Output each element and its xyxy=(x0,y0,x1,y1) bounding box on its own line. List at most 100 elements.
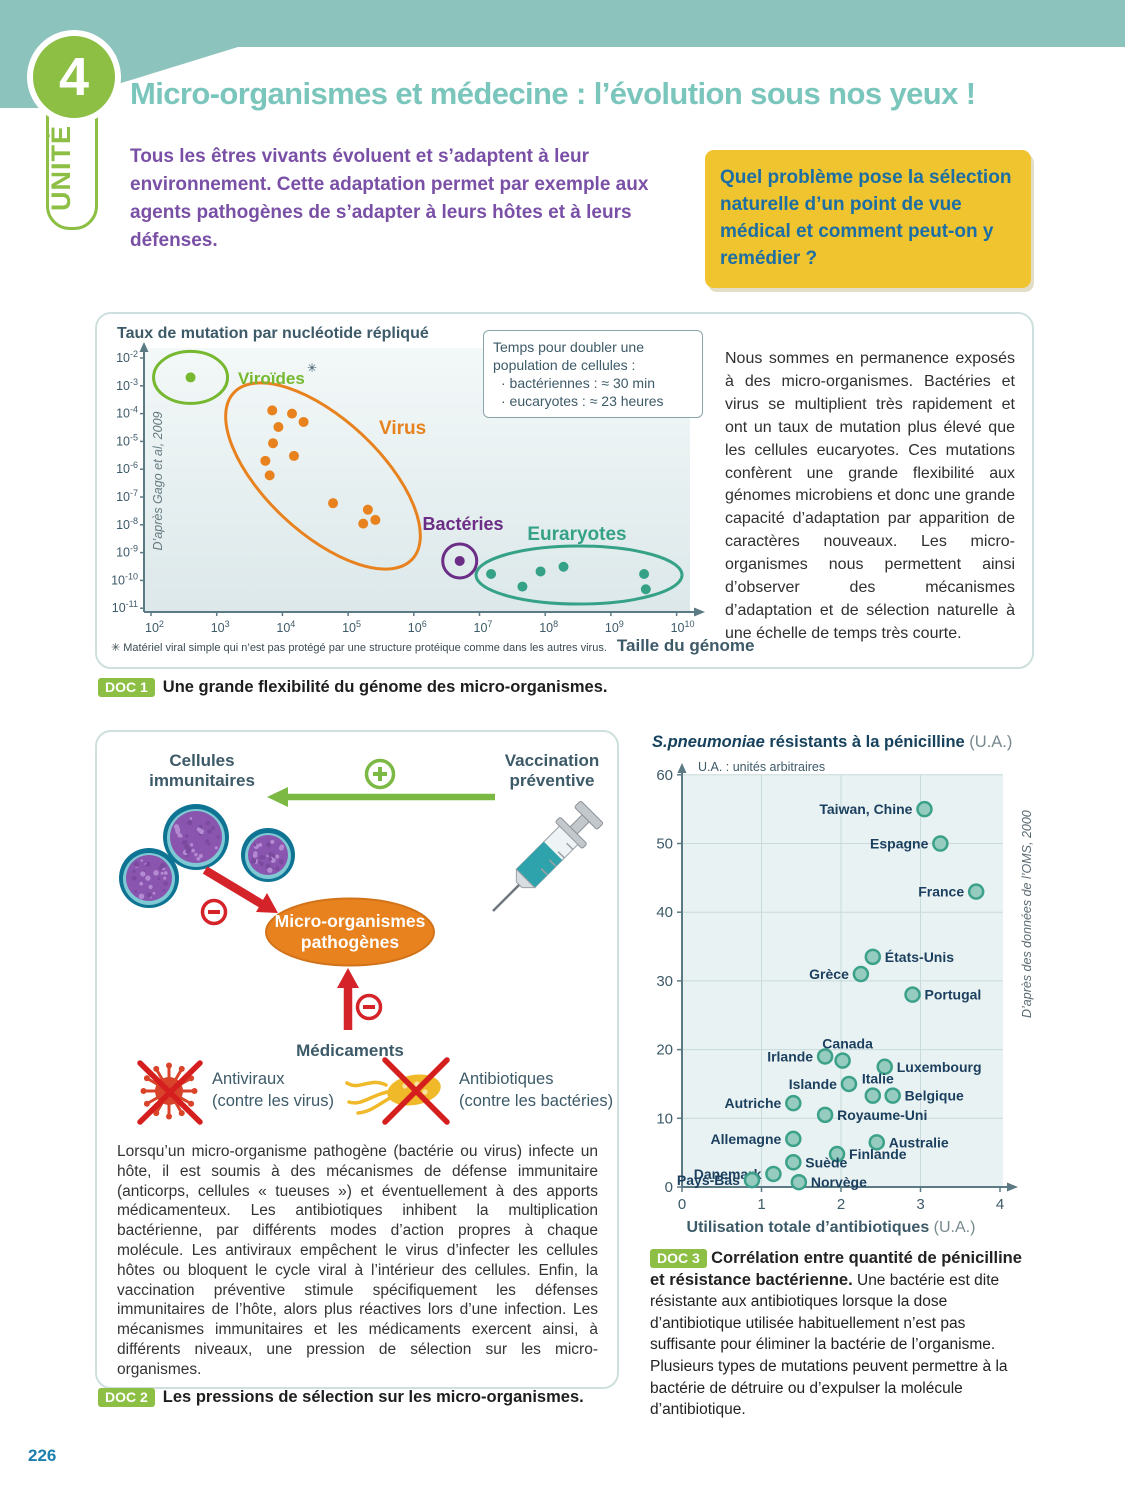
page-number: 226 xyxy=(28,1446,57,1465)
svg-text:immunitaires: immunitaires xyxy=(149,771,255,790)
svg-text:10-3: 10-3 xyxy=(116,377,138,393)
svg-text:Portugal: Portugal xyxy=(925,987,982,1003)
svg-text:Islande: Islande xyxy=(789,1076,837,1092)
doc1-chart-svg: Taux de mutation par nucléotide répliqué… xyxy=(111,325,705,635)
svg-text:60: 60 xyxy=(656,767,673,784)
doc3-source: D’après des données de l’OMS, 2000 xyxy=(1020,810,1034,1018)
svg-text:Antibiotiques: Antibiotiques xyxy=(459,1070,553,1088)
svg-text:20: 20 xyxy=(656,1042,673,1059)
svg-text:10-4: 10-4 xyxy=(116,405,138,421)
doc3-x-axis-label: Utilisation totale d’antibiotiques (U.A.… xyxy=(646,1219,1016,1237)
svg-text:10-6: 10-6 xyxy=(116,460,138,476)
doc1-footnote: ✳ Matériel viral simple qui n’est pas pr… xyxy=(111,642,607,654)
doc1-panel: Taux de mutation par nucléotide répliqué… xyxy=(95,312,1034,669)
doc1-x-axis-label: Taille du génome xyxy=(616,636,755,655)
svg-text:106: 106 xyxy=(408,619,427,635)
intro-text: Tous les êtres vivants évoluent et s’ada… xyxy=(130,146,649,251)
doc2-badge: DOC 2 xyxy=(98,1388,155,1407)
svg-text:(contre les bactéries): (contre les bactéries) xyxy=(459,1092,613,1110)
doc3-caption: DOC 3 Corrélation entre quantité de péni… xyxy=(650,1248,1028,1421)
svg-text:107: 107 xyxy=(474,619,493,635)
question-box: Quel problème pose la sélection naturell… xyxy=(705,150,1031,288)
svg-text:10-5: 10-5 xyxy=(116,432,138,448)
page-title: Micro-organismes et médecine : l’évoluti… xyxy=(130,76,976,111)
doc2-caption-text: Les pressions de sélection sur les micro… xyxy=(162,1388,584,1406)
svg-text:10-9: 10-9 xyxy=(116,544,138,560)
syringe-icon xyxy=(492,801,603,912)
svg-text:Norvège: Norvège xyxy=(811,1174,867,1190)
svg-text:10-10: 10-10 xyxy=(111,571,138,587)
svg-text:préventive: préventive xyxy=(509,771,594,790)
svg-text:103: 103 xyxy=(211,619,230,635)
svg-text:10-2: 10-2 xyxy=(116,349,138,365)
svg-text:France: France xyxy=(918,884,964,900)
svg-text:Australie: Australie xyxy=(889,1134,949,1150)
doc2-caption: DOC 2 Les pressions de sélection sur les… xyxy=(98,1388,584,1407)
svg-text:1: 1 xyxy=(757,1196,765,1213)
question-text: Quel problème pose la sélection naturell… xyxy=(720,167,1012,269)
svg-text:30: 30 xyxy=(656,973,673,990)
svg-text:Allemagne: Allemagne xyxy=(710,1131,781,1147)
svg-text:Taiwan, Chine: Taiwan, Chine xyxy=(819,801,912,817)
doc2-panel: Micro-organismes pathogènes Cellules immuni… xyxy=(95,730,619,1389)
unit-label: UNITÉ xyxy=(46,125,76,211)
unit-number: 4 xyxy=(58,47,90,107)
doc3-title-unit: (U.A.) xyxy=(969,733,1013,751)
svg-text:2: 2 xyxy=(837,1196,845,1213)
svg-text:États-Unis: États-Unis xyxy=(885,949,954,965)
doc3-badge: DOC 3 xyxy=(650,1249,707,1268)
svg-text:105: 105 xyxy=(342,619,361,635)
svg-text:Vaccination: Vaccination xyxy=(505,751,599,770)
immune-cells xyxy=(119,804,295,908)
svg-text:Belgique: Belgique xyxy=(905,1088,964,1104)
svg-text:Royaume-Uni: Royaume-Uni xyxy=(837,1107,927,1123)
svg-text:Finlande: Finlande xyxy=(849,1146,907,1162)
svg-text:Antiviraux: Antiviraux xyxy=(212,1070,285,1088)
doc2-body-text: Lorsqu’un micro-organisme pathogène (bac… xyxy=(117,1143,598,1378)
svg-text:(contre les virus): (contre les virus) xyxy=(212,1092,334,1110)
doc1-caption: DOC 1 Une grande flexibilité du génome d… xyxy=(98,678,607,697)
svg-text:Bactéries: Bactéries xyxy=(422,514,503,534)
doc3-xlabel-bold: Utilisation totale d’antibiotiques xyxy=(686,1219,934,1236)
doc3-title-rest: résistants à la pénicilline xyxy=(764,733,970,751)
doc1-side-text: Nous sommes en permanence exposés à des … xyxy=(725,350,1015,642)
svg-text:4: 4 xyxy=(996,1196,1004,1213)
svg-text:10-8: 10-8 xyxy=(116,516,138,532)
doc1-legend-title: Temps pour doubler une population de cel… xyxy=(493,339,644,373)
svg-text:Taux de mutation par nucléotid: Taux de mutation par nucléotide répliqué xyxy=(117,325,429,342)
svg-text:0: 0 xyxy=(665,1179,673,1196)
doc1-footnote-row: ✳ Matériel viral simple qui n’est pas pr… xyxy=(111,636,1016,656)
svg-text:108: 108 xyxy=(539,619,558,635)
unit-number-badge: 4 xyxy=(27,30,121,124)
svg-text:Italie: Italie xyxy=(862,1071,894,1087)
svg-text:Grèce: Grèce xyxy=(809,966,849,982)
svg-text:0: 0 xyxy=(678,1196,686,1213)
svg-text:Espagne: Espagne xyxy=(870,836,929,852)
svg-text:Micro-organismes: Micro-organismes xyxy=(275,911,426,931)
svg-text:Suède: Suède xyxy=(805,1154,847,1170)
svg-text:10-7: 10-7 xyxy=(116,488,138,504)
svg-text:40: 40 xyxy=(656,904,673,921)
svg-text:Viroïdes: Viroïdes xyxy=(238,369,305,388)
svg-text:1010: 1010 xyxy=(671,619,695,635)
svg-text:Irlande: Irlande xyxy=(767,1048,813,1064)
svg-text:✳: ✳ xyxy=(307,361,317,375)
svg-text:Euraryotes: Euraryotes xyxy=(527,524,626,545)
doc3-chart-title: S.pneumoniae résistants à la pénicilline… xyxy=(652,733,1012,752)
doc1-caption-text: Une grande flexibilité du génome des mic… xyxy=(162,678,608,696)
svg-text:D’après Gago et al, 2009: D’après Gago et al, 2009 xyxy=(151,411,165,550)
svg-text:3: 3 xyxy=(916,1196,924,1213)
doc1-legend-item-bacteries: · bactériennes : ≈ 30 min xyxy=(501,375,655,391)
svg-text:10: 10 xyxy=(656,1110,673,1127)
svg-text:Virus: Virus xyxy=(379,418,426,439)
svg-text:Luxembourg: Luxembourg xyxy=(897,1059,982,1075)
doc3-caption-rest: Une bactérie est dite résistante aux ant… xyxy=(650,1271,1008,1419)
svg-text:Canada: Canada xyxy=(822,1036,873,1052)
svg-text:102: 102 xyxy=(145,619,164,635)
svg-text:10-11: 10-11 xyxy=(112,599,138,615)
svg-text:Autriche: Autriche xyxy=(725,1095,782,1111)
doc1-legend-box: Temps pour doubler une population de cel… xyxy=(483,330,703,418)
doc3-xlabel-unit: (U.A.) xyxy=(933,1219,976,1236)
doc3-block: S.pneumoniae résistants à la pénicilline… xyxy=(646,733,1034,1243)
